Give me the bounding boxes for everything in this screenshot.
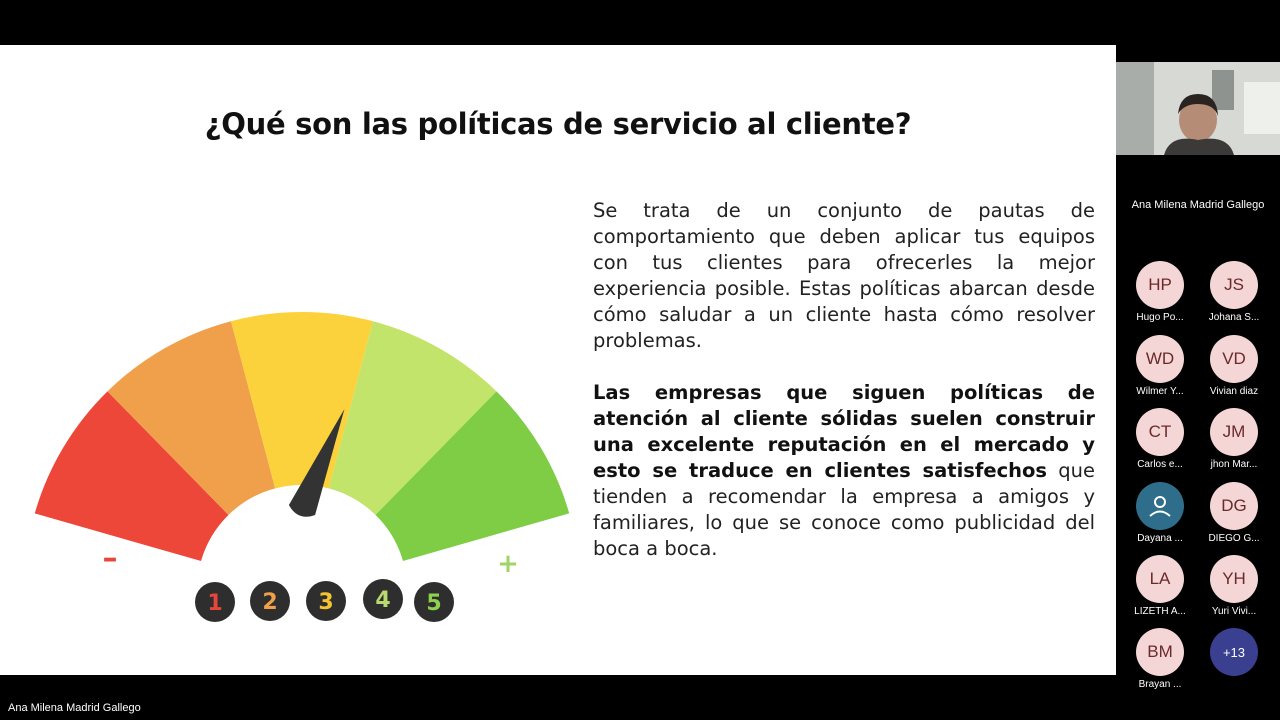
rating-number: 3 [318,590,333,615]
minus-sign: – [103,541,118,576]
gauge-segment-1 [34,391,229,562]
participant-name: Carlos e... [1137,459,1183,470]
paragraph-2: Las empresas que siguen políticas de ate… [593,380,1095,562]
participant-name: Hugo Po... [1136,312,1184,323]
participant-tile[interactable]: YH Yuri Vivi... [1197,555,1271,625]
rating-number: 4 [375,588,390,613]
participant-tile[interactable]: VD Vivian diaz [1197,335,1271,405]
more-count-badge: +13 [1210,628,1258,676]
gauge-segment-2 [107,321,276,515]
satisfaction-gauge: – + 1 2 3 4 5 [34,312,570,622]
participant-tile[interactable]: JM jhon Mar... [1197,408,1271,478]
avatar: HP [1136,261,1184,309]
default-avatar-icon [1136,482,1184,530]
participant-tile[interactable]: Dayana ... [1123,482,1197,552]
participant-tile[interactable]: LA LIZETH A... [1123,555,1197,625]
gauge-needle [288,408,345,517]
avatar: JM [1210,408,1258,456]
avatar: WD [1136,335,1184,383]
participant-tile[interactable]: DG DIEGO G... [1197,482,1271,552]
rating-3-badge: 3 [306,581,346,621]
rating-number: 1 [207,591,222,616]
participant-tile[interactable]: CT Carlos e... [1123,408,1197,478]
gauge-segment-3 [230,312,374,489]
participant-name: jhon Mar... [1210,459,1258,470]
rating-number: 2 [262,590,277,615]
plus-sign: + [497,549,519,579]
rating-1-badge: 1 [195,582,235,622]
slide-title: ¿Qué son las políticas de servicio al cl… [204,107,912,141]
avatar: LA [1136,555,1184,603]
rating-circle [250,581,290,621]
rating-circle [414,582,454,622]
rating-circle [363,579,403,619]
participant-name: Brayan ... [1138,679,1182,690]
presenter-name-label: Ana Milena Madrid Gallego [8,702,141,714]
rating-2-badge: 2 [250,581,290,621]
rating-4-badge: 4 [363,579,403,619]
participant-name: Yuri Vivi... [1211,606,1257,617]
avatar: DG [1210,482,1258,530]
paragraph-2-bold: Las empresas que siguen políticas de ate… [593,381,1095,482]
participant-name: Wilmer Y... [1136,386,1184,397]
participant-tile[interactable]: WD Wilmer Y... [1123,335,1197,405]
rating-circle [306,581,346,621]
avatar: JS [1210,261,1258,309]
paragraph-1: Se trata de un conjunto de pautas de com… [593,199,1095,352]
participant-tile[interactable]: BM Brayan ... [1123,628,1197,698]
slide-body-text: Se trata de un conjunto de pautas de com… [593,198,1095,562]
participant-name: Dayana ... [1137,533,1183,544]
avatar: BM [1136,628,1184,676]
gauge-inner-white [201,485,403,562]
avatar: CT [1136,408,1184,456]
participant-name: DIEGO G... [1208,533,1260,544]
presentation-slide: ¿Qué son las políticas de servicio al cl… [0,45,1116,675]
gauge-segment-4 [328,321,497,515]
more-participants-button[interactable]: +13 [1197,628,1271,698]
participant-tile[interactable]: HP Hugo Po... [1123,261,1197,331]
participant-name: Vivian diaz [1209,386,1259,397]
paragraph-2-rest: que tienden a recomendar la empresa a am… [593,459,1095,560]
participant-tile[interactable]: JS Johana S... [1197,261,1271,331]
rating-5-badge: 5 [414,582,454,622]
speaker-video-tile[interactable] [1116,62,1280,155]
speaker-name-label: Ana Milena Madrid Gallego [1131,199,1265,211]
avatar: VD [1210,335,1258,383]
speaker-video-image [1116,62,1280,155]
participant-name: Johana S... [1208,312,1260,323]
avatar: YH [1210,555,1258,603]
gauge-segment-5 [375,391,570,562]
rating-circle [195,582,235,622]
rating-number: 5 [426,591,441,616]
participant-name: LIZETH A... [1134,606,1186,617]
